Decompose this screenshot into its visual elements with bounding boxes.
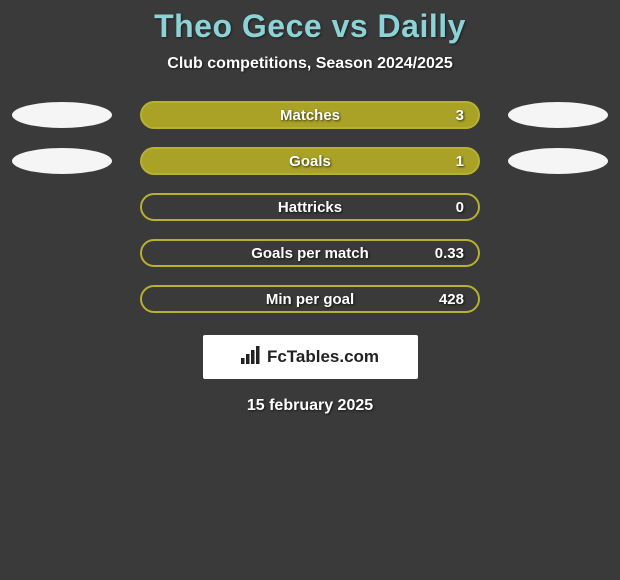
stat-value: 1 <box>456 153 464 170</box>
right-ellipse <box>508 102 608 128</box>
page-title: Theo Gece vs Dailly <box>0 8 620 45</box>
stat-value: 428 <box>439 291 464 308</box>
stat-label: Matches <box>280 107 340 124</box>
stat-label: Goals <box>289 153 331 170</box>
stat-value: 3 <box>456 107 464 124</box>
stat-row: Matches 3 <box>0 101 620 129</box>
stat-row: Hattricks 0 <box>0 193 620 221</box>
bar-chart-icon <box>241 346 261 369</box>
source-logo[interactable]: FcTables.com <box>203 335 418 379</box>
stat-value: 0 <box>456 199 464 216</box>
comparison-card: Theo Gece vs Dailly Club competitions, S… <box>0 0 620 415</box>
stat-rows: Matches 3 Goals 1 Hattricks 0 Goals per match 0… <box>0 101 620 313</box>
stat-bar: Goals per match 0.33 <box>140 239 480 267</box>
stat-row: Goals 1 <box>0 147 620 175</box>
stat-label: Min per goal <box>266 291 354 308</box>
logo-text: FcTables.com <box>267 347 379 367</box>
date-label: 15 february 2025 <box>0 397 620 415</box>
stat-bar: Matches 3 <box>140 101 480 129</box>
left-ellipse <box>12 102 112 128</box>
left-ellipse <box>12 148 112 174</box>
stat-label: Hattricks <box>278 199 342 216</box>
stat-bar: Goals 1 <box>140 147 480 175</box>
stat-label: Goals per match <box>251 245 369 262</box>
stat-bar: Hattricks 0 <box>140 193 480 221</box>
stat-row: Min per goal 428 <box>0 285 620 313</box>
stat-row: Goals per match 0.33 <box>0 239 620 267</box>
subtitle: Club competitions, Season 2024/2025 <box>0 55 620 73</box>
stat-bar: Min per goal 428 <box>140 285 480 313</box>
stat-value: 0.33 <box>435 245 464 262</box>
right-ellipse <box>508 148 608 174</box>
